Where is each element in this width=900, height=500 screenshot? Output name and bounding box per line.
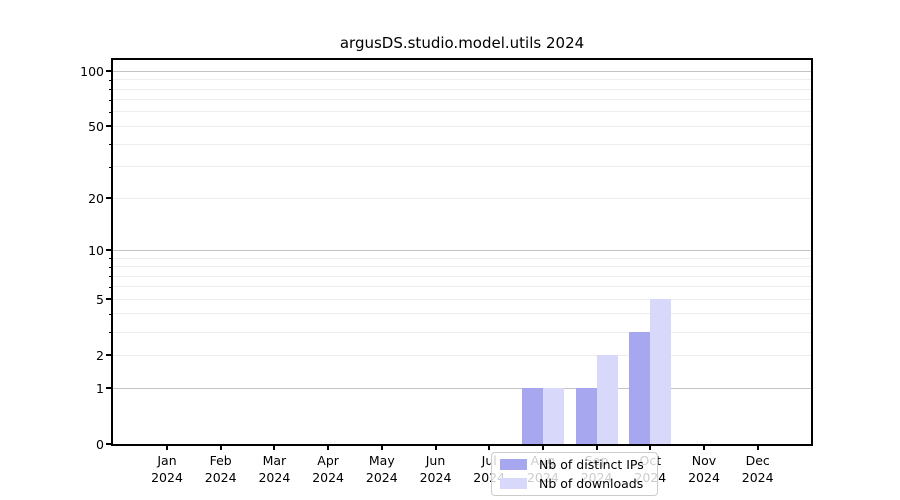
y-tick-label-5: 5 <box>96 291 104 307</box>
gridline-20 <box>113 197 811 199</box>
x-tick-mark-jan <box>166 444 168 450</box>
y-tick-label-100: 100 <box>80 63 104 79</box>
minor-gridline-8 <box>113 266 811 267</box>
gridline-5 <box>113 298 811 300</box>
y-minor-tick-mark-60 <box>109 111 113 113</box>
legend-swatch-distinct-ips <box>500 459 527 470</box>
legend-swatch-downloads <box>500 478 527 489</box>
y-tick-label-50: 50 <box>88 118 104 134</box>
y-tick-mark-1 <box>106 387 113 389</box>
minor-gridline-3 <box>113 331 811 333</box>
x-tick-label-dec: Dec 2024 <box>741 453 774 485</box>
x-tick-label-apr: Apr 2024 <box>312 453 344 485</box>
x-tick-mark-sep <box>595 444 598 450</box>
bar-downloads-sep <box>596 355 618 444</box>
x-tick-mark-may <box>380 444 383 450</box>
x-tick-label-may: May 2024 <box>365 453 398 485</box>
legend: Nb of distinct IPs Nb of downloads <box>491 452 658 496</box>
x-tick-mark-dec <box>756 444 759 450</box>
x-tick-mark-mar <box>273 444 276 450</box>
y-minor-tick-mark-30 <box>109 166 113 168</box>
minor-gridline-40 <box>113 143 811 145</box>
x-tick-label-nov: Nov 2024 <box>688 453 720 485</box>
x-tick-mark-oct <box>649 444 652 450</box>
minor-gridline-9 <box>113 257 811 259</box>
chart-title: argusDS.studio.model.utils 2024 <box>339 34 585 52</box>
legend-item-downloads: Nb of downloads <box>500 476 649 491</box>
y-tick-mark-20 <box>106 197 113 200</box>
bar-distinct-ips-aug <box>521 388 543 444</box>
minor-gridline-70 <box>113 99 811 101</box>
bar-distinct-ips-oct <box>629 332 651 444</box>
y-tick-label-10: 10 <box>88 242 104 258</box>
x-tick-mark-apr <box>327 444 330 450</box>
x-tick-mark-feb <box>219 444 222 450</box>
bar-downloads-aug <box>542 388 564 444</box>
y-tick-mark-50 <box>106 125 113 128</box>
x-tick-label-feb: Feb 2024 <box>204 453 237 485</box>
y-minor-tick-mark-9 <box>109 258 113 259</box>
x-tick-mark-nov <box>703 444 705 450</box>
minor-gridline-7 <box>113 275 811 277</box>
minor-gridline-80 <box>113 88 811 90</box>
legend-label-distinct-ips: Nb of distinct IPs <box>539 457 644 472</box>
minor-gridline-6 <box>113 286 811 288</box>
minor-gridline-60 <box>113 111 811 113</box>
y-minor-tick-mark-40 <box>109 144 113 146</box>
x-tick-mark-aug <box>541 444 544 450</box>
y-tick-label-0: 0 <box>96 436 104 452</box>
y-tick-mark-5 <box>106 298 113 301</box>
minor-gridline-90 <box>113 79 811 81</box>
y-tick-label-20: 20 <box>88 190 104 206</box>
y-tick-mark-0 <box>106 443 113 445</box>
legend-label-downloads: Nb of downloads <box>539 476 644 491</box>
y-tick-label-2: 2 <box>96 347 104 363</box>
x-tick-label-jun: Jun 2024 <box>419 453 452 485</box>
y-minor-tick-mark-90 <box>109 79 113 81</box>
gridline-100 <box>113 70 811 72</box>
legend-item-distinct-ips: Nb of distinct IPs <box>500 457 649 472</box>
bar-downloads-oct <box>650 299 672 444</box>
gridline-10 <box>113 249 811 251</box>
y-minor-tick-mark-4 <box>109 313 113 315</box>
minor-gridline-4 <box>113 313 811 315</box>
x-tick-mark-jul <box>488 444 491 450</box>
minor-gridline-30 <box>113 166 811 168</box>
y-tick-mark-10 <box>106 249 113 252</box>
y-tick-label-1: 1 <box>96 380 104 396</box>
y-minor-tick-mark-8 <box>109 266 113 268</box>
bar-distinct-ips-sep <box>575 388 597 444</box>
y-minor-tick-mark-3 <box>109 332 113 334</box>
y-minor-tick-mark-80 <box>109 89 113 91</box>
y-minor-tick-mark-7 <box>109 276 113 278</box>
x-tick-label-jan: Jan 2024 <box>151 453 183 485</box>
x-tick-mark-jun <box>434 444 437 450</box>
plot-area: Nb of distinct IPs Nb of downloads <box>111 58 813 496</box>
y-tick-mark-2 <box>106 354 113 357</box>
y-minor-tick-mark-70 <box>109 99 113 101</box>
y-minor-tick-mark-6 <box>109 286 113 288</box>
gridline-50 <box>113 125 811 127</box>
y-tick-mark-100 <box>106 70 113 73</box>
gridline-2 <box>113 354 811 356</box>
gridline-1 <box>113 387 811 389</box>
x-tick-label-mar: Mar 2024 <box>258 453 291 485</box>
